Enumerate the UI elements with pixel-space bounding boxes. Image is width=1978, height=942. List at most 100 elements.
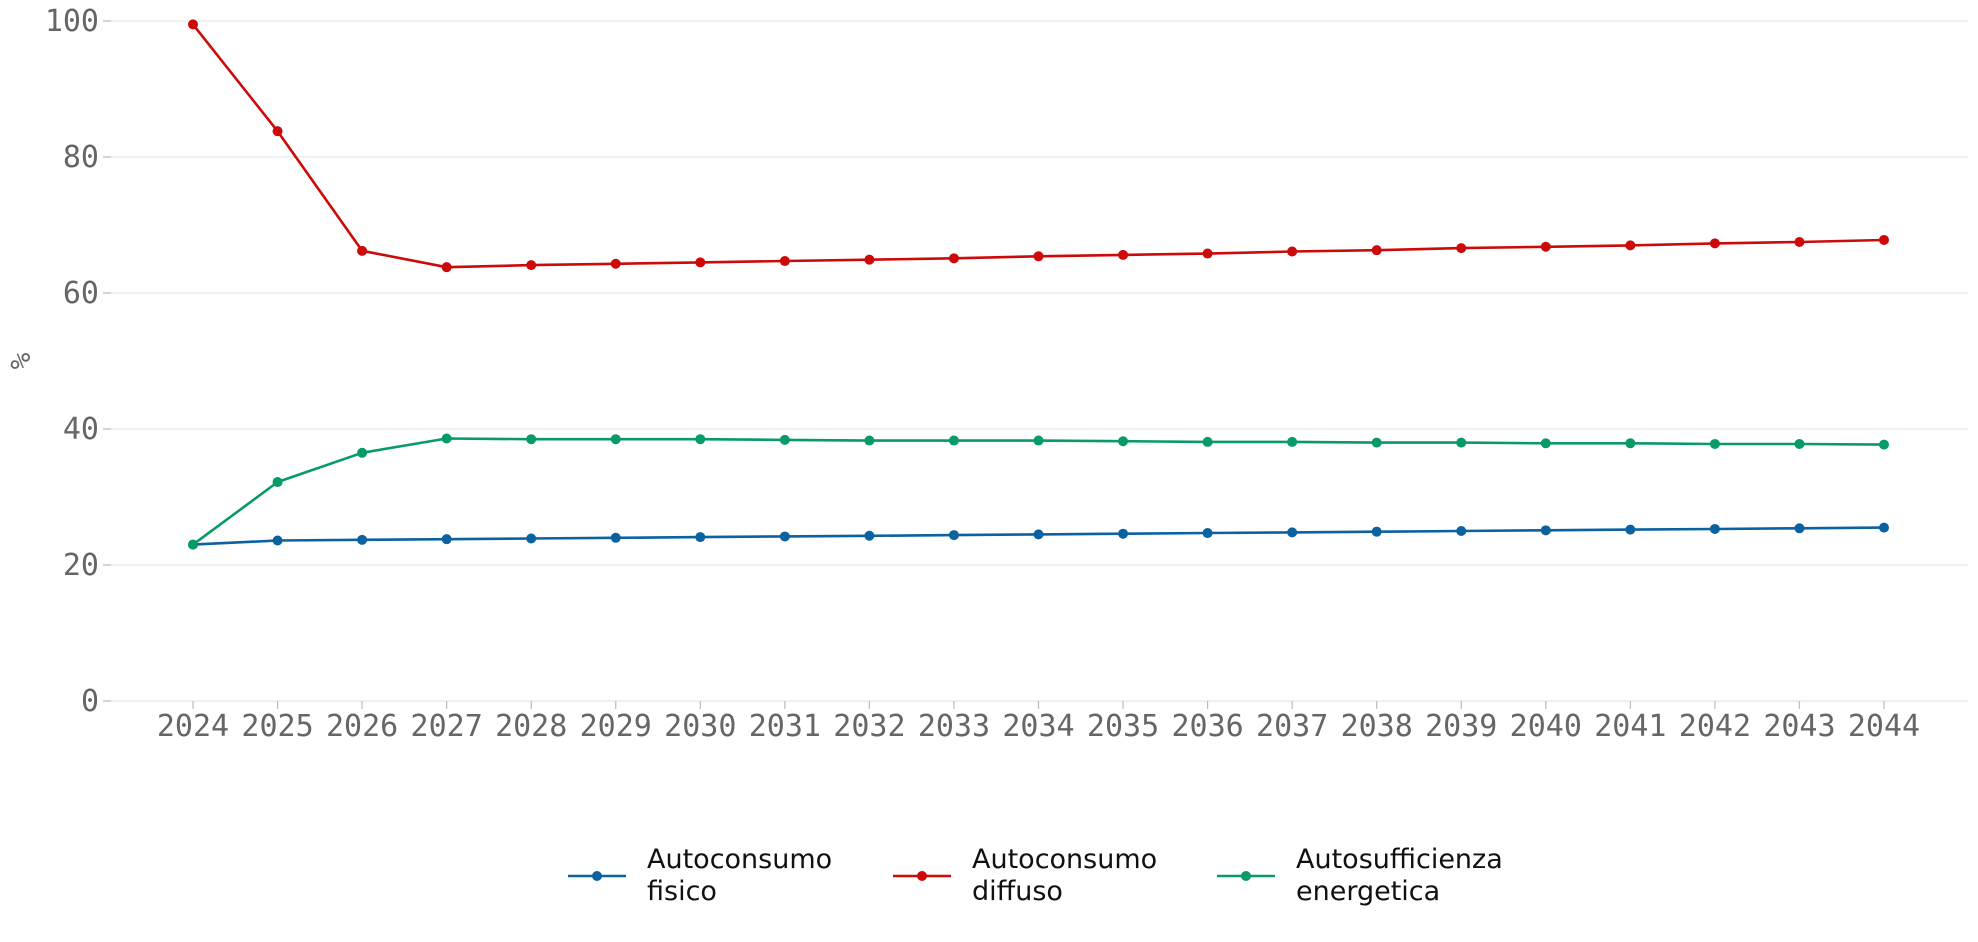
data-point xyxy=(864,254,875,265)
data-point xyxy=(864,435,875,446)
x-tick-label: 2035 xyxy=(1087,709,1159,744)
series-3 xyxy=(188,433,1889,550)
data-point xyxy=(1456,437,1467,448)
x-tick-label: 2034 xyxy=(1002,709,1074,744)
data-point xyxy=(1202,528,1213,539)
data-point xyxy=(1118,249,1129,260)
series-layer xyxy=(188,19,1889,550)
legend-label: Autosufficienza energetica xyxy=(1296,844,1503,907)
data-point xyxy=(695,434,706,445)
data-point xyxy=(610,434,621,445)
data-point xyxy=(1625,438,1636,449)
data-point xyxy=(188,19,198,30)
y-tick-label: 60 xyxy=(63,276,99,311)
data-point xyxy=(1709,523,1720,534)
data-point xyxy=(1287,527,1298,538)
data-point xyxy=(1287,246,1298,257)
data-point xyxy=(1794,237,1805,247)
data-point xyxy=(272,477,283,488)
legend-label: Autoconsumo diffuso xyxy=(972,844,1157,907)
x-tick-label: 2043 xyxy=(1763,709,1835,744)
x-tick-label: 2030 xyxy=(664,709,736,744)
data-point xyxy=(526,533,537,544)
x-tick-label: 2037 xyxy=(1256,709,1328,744)
series-1 xyxy=(188,522,1889,550)
x-tick-label: 2032 xyxy=(833,709,905,744)
data-point xyxy=(1879,522,1889,533)
legend-marker xyxy=(917,871,927,881)
data-point xyxy=(1625,240,1636,251)
data-point xyxy=(188,539,198,550)
y-tick-label: 20 xyxy=(63,548,99,583)
x-tick-label: 2033 xyxy=(918,709,990,744)
legend-label: Autoconsumo fisico xyxy=(647,844,832,907)
legend-label-line: fisico xyxy=(647,876,717,907)
data-point xyxy=(272,126,283,137)
legend-label-line: Autosufficienza xyxy=(1296,844,1503,875)
x-tick-label: 2031 xyxy=(749,709,821,744)
data-point xyxy=(1794,438,1805,449)
x-tick-label: 2029 xyxy=(580,709,652,744)
data-point xyxy=(1709,438,1720,449)
legend-label-line: diffuso xyxy=(972,876,1063,907)
y-tick-label: 80 xyxy=(63,140,99,175)
x-tick-label: 2041 xyxy=(1594,709,1666,744)
data-point xyxy=(526,260,537,271)
data-point xyxy=(1709,238,1720,249)
series-line xyxy=(191,23,1885,269)
data-point xyxy=(1625,524,1636,535)
y-tick-label: 0 xyxy=(81,684,99,719)
data-point xyxy=(1033,251,1044,262)
data-point xyxy=(695,532,706,543)
y-axis: 0 20 40 60 80 100 xyxy=(45,4,111,719)
x-tick-label: 2024 xyxy=(157,709,229,744)
data-point xyxy=(779,531,790,542)
legend-item-2: Autoconsumo diffuso xyxy=(893,844,1157,907)
data-point xyxy=(1118,436,1129,447)
data-point xyxy=(948,253,959,264)
data-point xyxy=(441,262,452,273)
legend-item-1: Autoconsumo fisico xyxy=(568,844,832,907)
data-point xyxy=(948,435,959,446)
y-axis-title: % xyxy=(4,352,37,369)
legend-item-3: Autosufficienza energetica xyxy=(1217,844,1503,907)
x-tick-label: 2044 xyxy=(1848,709,1920,744)
data-point xyxy=(1456,243,1467,254)
data-point xyxy=(1202,248,1213,259)
data-point xyxy=(779,256,790,267)
series-2 xyxy=(188,19,1889,273)
data-point xyxy=(779,434,790,445)
x-tick-label: 2039 xyxy=(1425,709,1497,744)
data-point xyxy=(1879,439,1889,450)
data-point xyxy=(1540,525,1551,536)
data-point xyxy=(1540,241,1551,252)
legend-marker xyxy=(1241,871,1251,881)
data-point xyxy=(610,532,621,543)
data-point xyxy=(357,447,368,458)
x-tick-label: 2025 xyxy=(241,709,313,744)
x-axis: 2024 2025 2026 2027 2028 2029 2030 2031 2032 2033… xyxy=(157,701,1920,744)
data-point xyxy=(272,535,283,546)
data-point xyxy=(1371,245,1382,256)
data-point xyxy=(1540,438,1551,449)
data-point xyxy=(357,245,368,256)
data-point xyxy=(695,257,706,268)
data-point xyxy=(1033,529,1044,540)
legend-label-line: Autoconsumo xyxy=(972,844,1157,875)
data-point xyxy=(1033,435,1044,446)
data-point xyxy=(1456,526,1467,536)
y-tick-label: 40 xyxy=(63,412,99,447)
grid-layer xyxy=(111,20,1968,702)
legend-label-line: energetica xyxy=(1296,876,1440,907)
data-point xyxy=(864,530,875,541)
x-tick-label: 2026 xyxy=(326,709,398,744)
x-tick-label: 2040 xyxy=(1510,709,1582,744)
data-point xyxy=(357,534,368,545)
x-tick-label: 2042 xyxy=(1679,709,1751,744)
data-point xyxy=(441,433,452,444)
data-point xyxy=(1371,526,1382,537)
data-point xyxy=(610,258,621,269)
